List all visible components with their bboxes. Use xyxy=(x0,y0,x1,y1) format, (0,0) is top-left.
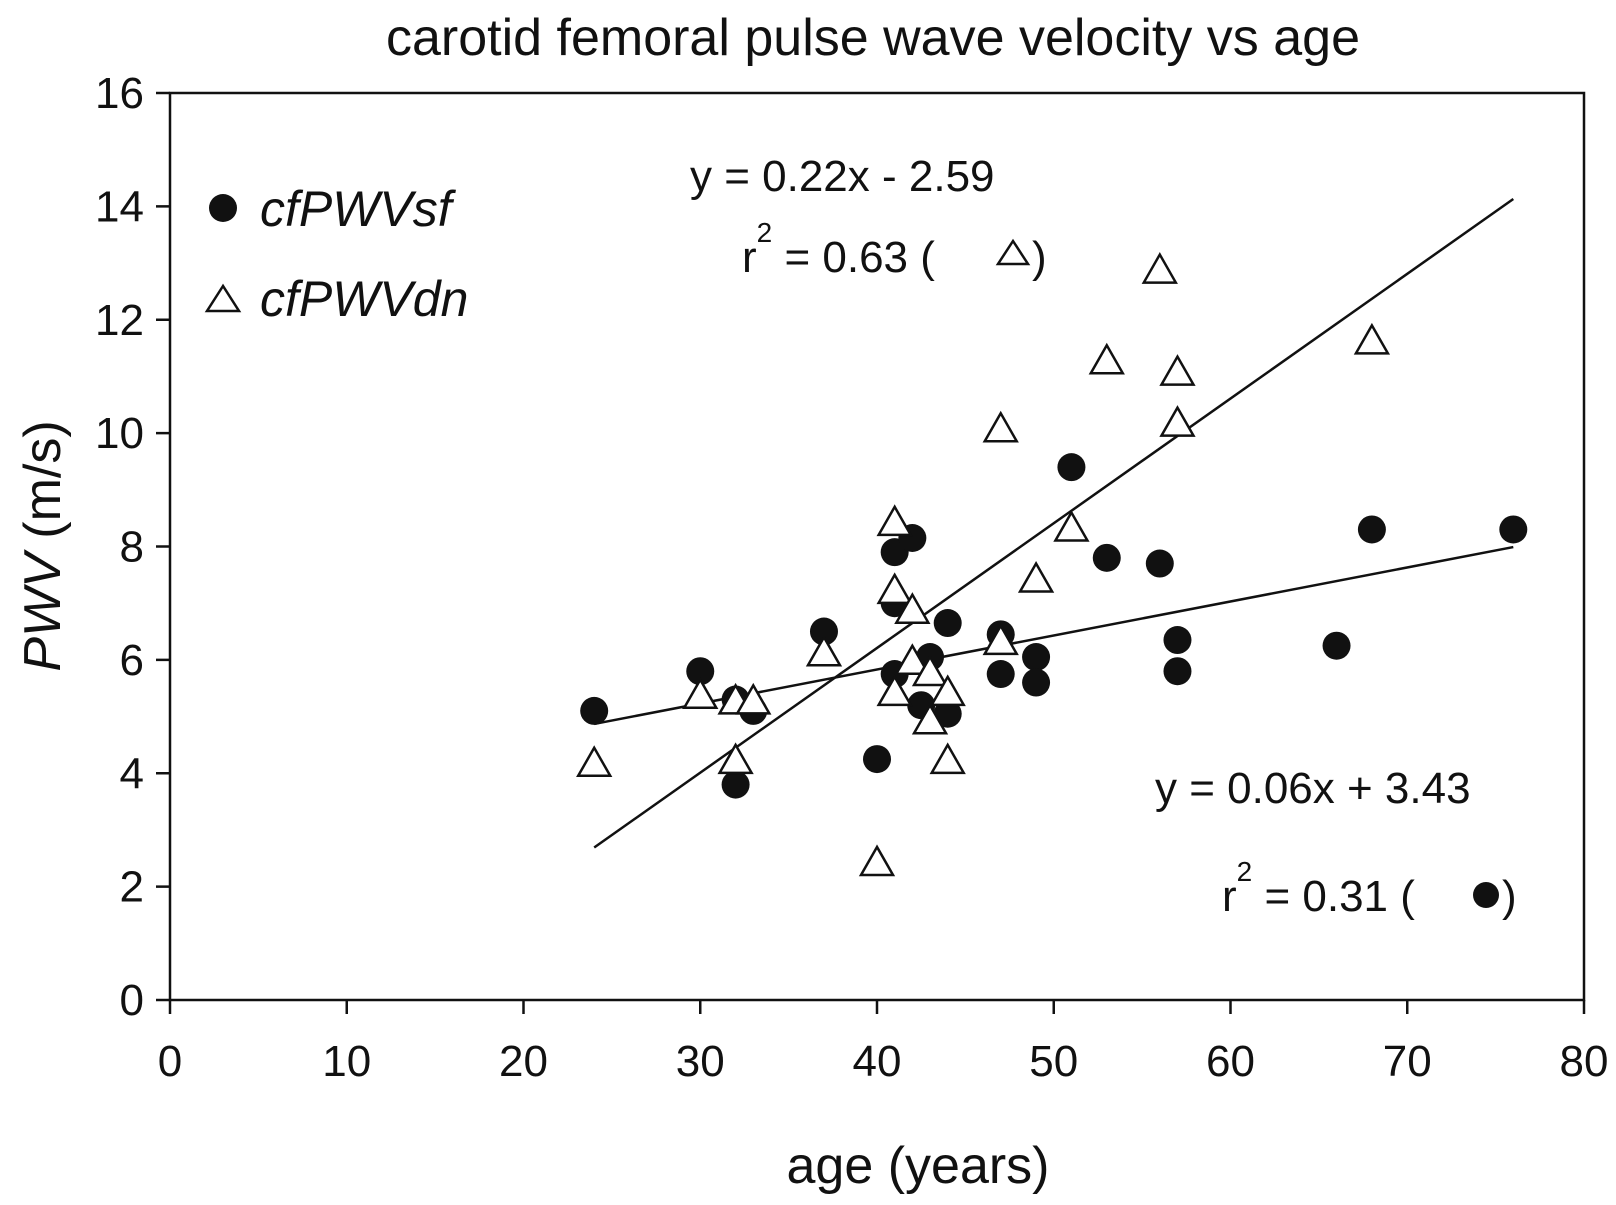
legend: cfPWVsf cfPWVdn xyxy=(204,181,468,327)
point-cfpwvsf xyxy=(1357,515,1386,544)
point-cfpwvsf xyxy=(1022,668,1051,697)
point-cfpwvdn xyxy=(576,745,613,777)
point-cfpwvdn xyxy=(1159,405,1196,437)
annotation-fit-dn: y = 0.22x - 2.59 r2 = 0.63 ( ) xyxy=(690,152,1047,282)
fit-line-cfpwvdn xyxy=(593,197,1515,849)
fit-sf-r2-r: r xyxy=(1222,872,1237,921)
point-cfpwvsf xyxy=(1145,549,1174,578)
fit-sf-r2-sup: 2 xyxy=(1237,856,1253,887)
point-cfpwvsf xyxy=(1022,643,1051,672)
y-axis-label-units: (m/s) xyxy=(14,420,72,553)
point-cfpwvsf xyxy=(1163,626,1192,655)
point-cfpwvdn xyxy=(982,623,1019,656)
axes: 0 10 20 30 40 50 60 70 80 0 2 4 6 8 10 12 14 16 xyxy=(95,69,1608,1086)
fit-sf-r2-close: ) xyxy=(1502,872,1517,921)
point-cfpwvdn xyxy=(1053,509,1090,542)
fit-sf-r2-circle-icon xyxy=(1473,882,1499,908)
point-cfpwvdn xyxy=(929,674,966,707)
point-cfpwvdn xyxy=(717,742,754,775)
fit-dn-r2-close: ) xyxy=(1032,233,1047,282)
x-tick-label: 80 xyxy=(1560,1037,1609,1086)
point-cfpwvsf xyxy=(986,660,1015,689)
point-cfpwvdn xyxy=(911,654,949,687)
y-tick-label: 8 xyxy=(120,523,144,572)
legend-open-triangle-marker xyxy=(204,283,242,313)
point-cfpwvsf xyxy=(1499,515,1528,544)
fit-dn-r2-triangle-icon xyxy=(995,238,1031,266)
x-tick-label: 10 xyxy=(322,1037,371,1086)
chart-title: carotid femoral pulse wave velocity vs a… xyxy=(386,9,1360,67)
point-cfpwvsf xyxy=(863,745,891,774)
y-tick-label: 4 xyxy=(120,749,144,798)
y-tick-label: 2 xyxy=(120,863,144,912)
point-cfpwvdn xyxy=(982,410,1019,443)
fit-sf-r2-value: = 0.31 ( xyxy=(1252,872,1415,921)
legend-label-cfpwvsf: cfPWVsf xyxy=(260,181,457,237)
point-cfpwvdn xyxy=(1088,342,1125,375)
point-cfpwvdn xyxy=(911,702,949,735)
point-cfpwvsf xyxy=(933,609,962,638)
y-tick-label: 12 xyxy=(95,296,144,345)
point-cfpwvdn xyxy=(876,504,913,537)
fit-dn-r2-sup: 2 xyxy=(757,217,773,248)
y-axis-label: PWV (m/s) xyxy=(14,420,72,671)
point-cfpwvdn xyxy=(929,742,966,775)
point-cfpwvdn xyxy=(805,634,843,667)
y-axis-label-italic: PWV xyxy=(14,549,72,672)
point-cfpwvsf xyxy=(809,617,838,646)
point-cfpwvsf xyxy=(1092,543,1121,572)
y-tick-label: 16 xyxy=(95,69,144,118)
point-cfpwvdn xyxy=(735,682,772,715)
point-cfpwvsf xyxy=(1322,631,1351,660)
fit-sf-r2: r2 = 0.31 ( xyxy=(1222,856,1415,921)
point-cfpwvsf xyxy=(686,657,715,686)
point-cfpwvdn xyxy=(876,572,913,605)
x-tick-label: 20 xyxy=(499,1037,548,1086)
fit-sf-equation: y = 0.06x + 3.43 xyxy=(1155,764,1471,813)
legend-label-cfpwvdn: cfPWVdn xyxy=(260,271,468,327)
point-cfpwvdn xyxy=(858,844,896,877)
legend-filled-circle-marker xyxy=(209,194,237,222)
y-tick-label: 10 xyxy=(95,409,144,458)
x-tick-label: 40 xyxy=(853,1037,902,1086)
point-cfpwvsf xyxy=(721,770,750,799)
data-points xyxy=(576,252,1528,877)
point-cfpwvdn xyxy=(894,592,931,624)
point-cfpwvdn xyxy=(894,643,931,675)
fit-dn-r2-value: = 0.63 ( xyxy=(772,233,935,282)
point-cfpwvdn xyxy=(876,674,913,707)
point-cfpwvdn xyxy=(1141,252,1178,284)
point-cfpwvsf xyxy=(933,699,962,728)
point-cfpwvsf xyxy=(1057,453,1086,482)
point-cfpwvdn xyxy=(1017,560,1055,593)
fit-dn-equation: y = 0.22x - 2.59 xyxy=(690,152,995,201)
x-tick-label: 50 xyxy=(1029,1037,1078,1086)
x-tick-label: 60 xyxy=(1206,1037,1255,1086)
x-tick-label: 70 xyxy=(1383,1037,1432,1086)
point-cfpwvsf xyxy=(1163,657,1192,686)
y-tick-label: 0 xyxy=(120,976,144,1025)
x-tick-label: 30 xyxy=(676,1037,725,1086)
annotation-fit-sf: y = 0.06x + 3.43 r2 = 0.31 ( ) xyxy=(1155,764,1517,921)
y-tick-label: 14 xyxy=(95,182,144,231)
point-cfpwvdn xyxy=(682,677,719,709)
y-tick-label: 6 xyxy=(120,636,144,685)
fit-dn-r2-r: r xyxy=(742,233,757,282)
x-axis-label: age (years) xyxy=(787,1137,1050,1195)
fit-dn-r2: r2 = 0.63 ( xyxy=(742,217,935,282)
point-cfpwvdn xyxy=(1159,354,1196,386)
x-tick-label: 0 xyxy=(158,1037,182,1086)
point-cfpwvdn xyxy=(1353,322,1391,355)
point-cfpwvsf xyxy=(580,696,609,725)
